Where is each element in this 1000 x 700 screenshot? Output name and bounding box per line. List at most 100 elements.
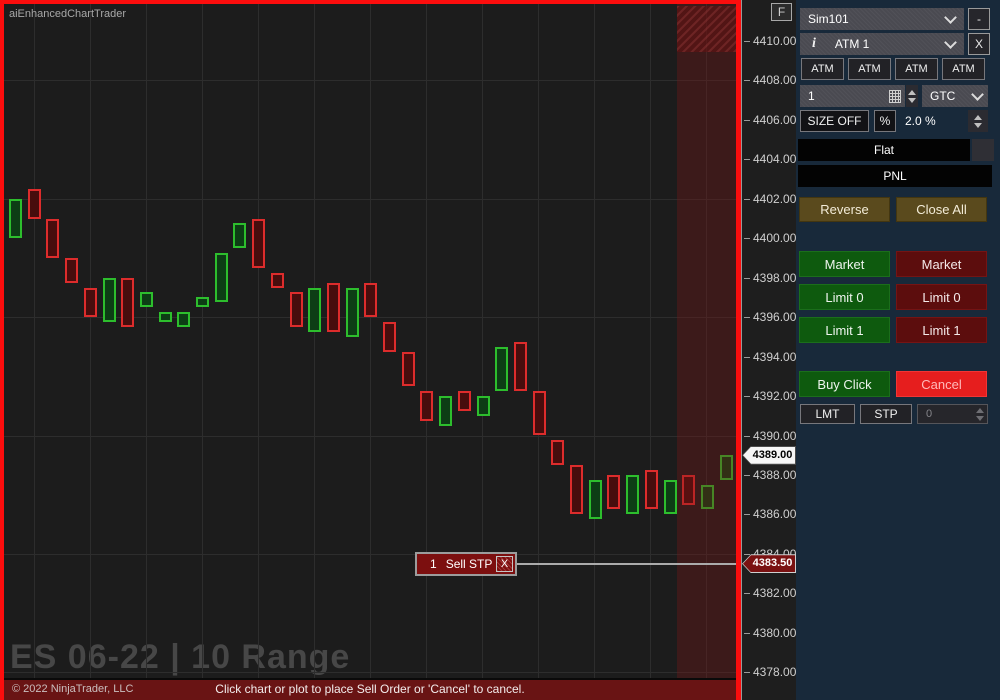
candle-body xyxy=(533,391,546,436)
lmt-button[interactable]: LMT xyxy=(800,404,855,424)
cancel-order-x-button[interactable]: X xyxy=(496,555,513,572)
order-type-label: Sell STP xyxy=(445,556,493,571)
candle-body xyxy=(383,322,396,352)
close-all-button[interactable]: Close All xyxy=(896,197,987,222)
candle-body xyxy=(589,479,602,520)
size-off-button[interactable]: SIZE OFF xyxy=(800,110,869,132)
chevron-down-icon xyxy=(944,11,957,24)
copyright-text: © 2022 NinjaTrader, LLC xyxy=(12,683,134,695)
price-tick-label: 4378.00 xyxy=(753,665,797,680)
offset-stepper-arrows xyxy=(976,407,984,421)
indicator-label: aiEnhancedChartTrader xyxy=(9,8,126,20)
buy-limit1-button[interactable]: Limit 1 xyxy=(799,317,890,343)
fixed-scale-button[interactable]: F xyxy=(771,3,792,21)
price-tick-label: 4388.00 xyxy=(753,467,797,482)
cancel-button[interactable]: Cancel xyxy=(896,371,987,397)
gridline-vertical xyxy=(34,4,35,678)
account-dropdown[interactable]: Sim101 xyxy=(800,8,964,30)
status-message: Click chart or plot to place Sell Order … xyxy=(215,682,525,696)
tif-dropdown[interactable]: GTC xyxy=(922,85,988,107)
atm-preset-button-1[interactable]: ATM xyxy=(801,58,844,80)
price-tick-label: 4404.00 xyxy=(753,152,797,167)
reverse-button[interactable]: Reverse xyxy=(799,197,890,222)
candle-body xyxy=(495,346,508,392)
account-name: Sim101 xyxy=(808,12,849,26)
gridline-vertical xyxy=(258,4,259,678)
gridline-vertical xyxy=(90,4,91,678)
sell-stop-order-line xyxy=(517,562,736,565)
price-tick-label: 4410.00 xyxy=(753,34,797,48)
candle-body xyxy=(439,396,452,426)
candle-body xyxy=(701,484,714,510)
candle-body xyxy=(308,287,321,332)
candle-body xyxy=(477,396,490,416)
candle-body xyxy=(215,253,228,303)
step-down-icon[interactable] xyxy=(908,97,916,103)
gridline-vertical xyxy=(594,4,595,678)
buy-market-button[interactable]: Market xyxy=(799,251,890,277)
candle-body xyxy=(140,292,153,308)
price-tick-mark xyxy=(744,198,750,200)
price-tick-mark xyxy=(744,277,750,279)
gridline-vertical xyxy=(370,4,371,678)
sell-limit0-button[interactable]: Limit 0 xyxy=(896,284,987,310)
instrument-watermark: ES 06-22 | 10 Range xyxy=(10,638,351,676)
sell-zone-shade xyxy=(677,4,736,678)
quantity-stepper[interactable] xyxy=(906,85,918,107)
chevron-down-icon xyxy=(971,88,984,101)
price-tick-mark xyxy=(744,632,750,634)
offset-stepper-disabled: 0 xyxy=(917,404,988,424)
atm-preset-button-3[interactable]: ATM xyxy=(895,58,938,80)
step-down-icon xyxy=(976,415,984,421)
percent-stepper[interactable] xyxy=(968,110,988,132)
atm-preset-button-2[interactable]: ATM xyxy=(848,58,891,80)
sell-market-button[interactable]: Market xyxy=(896,251,987,277)
collapse-panel-button[interactable]: - xyxy=(968,8,990,30)
quantity-value: 1 xyxy=(808,89,815,103)
price-tick-label: 4398.00 xyxy=(753,270,797,285)
info-icon: i xyxy=(812,36,816,51)
calculator-icon[interactable] xyxy=(889,89,901,103)
offset-value: 0 xyxy=(926,408,933,420)
position-status: Flat xyxy=(798,139,970,161)
price-tick-mark xyxy=(744,159,750,161)
candle-body xyxy=(9,198,22,239)
gridline-vertical xyxy=(202,4,203,678)
candle-body xyxy=(252,218,265,268)
step-up-icon xyxy=(976,407,984,413)
atm-strategy-dropdown[interactable]: i ATM 1 xyxy=(800,33,964,55)
chart-plot-area[interactable]: ES 06-22 | 10 Range aiEnhancedChartTrade… xyxy=(4,4,736,678)
step-down-icon[interactable] xyxy=(974,122,982,128)
stp-button[interactable]: STP xyxy=(860,404,912,424)
gridline-vertical xyxy=(146,4,147,678)
atm-preset-button-4[interactable]: ATM xyxy=(942,58,985,80)
quantity-field[interactable]: 1 xyxy=(800,85,905,107)
gridline-vertical xyxy=(426,4,427,678)
candle-body xyxy=(121,277,134,327)
price-tick-label: 4400.00 xyxy=(753,231,797,246)
pnl-display: PNL xyxy=(798,165,992,187)
candle-body xyxy=(233,223,246,249)
price-axis[interactable]: F 4410.00 4408.00 4406.00 4404.00 4402.00 440… xyxy=(741,0,796,700)
candle-body xyxy=(346,287,359,337)
candle-body xyxy=(682,474,695,505)
sell-stop-order-label[interactable]: 1 Sell STP X xyxy=(415,551,517,576)
percent-button[interactable]: % xyxy=(874,110,896,132)
candle-body xyxy=(720,455,733,480)
price-tick-mark xyxy=(744,474,750,476)
buy-limit0-button[interactable]: Limit 0 xyxy=(799,284,890,310)
price-tick-mark xyxy=(744,435,750,437)
buy-click-button[interactable]: Buy Click xyxy=(799,371,890,397)
candle-body xyxy=(420,391,433,421)
atm-close-button[interactable]: X xyxy=(968,33,990,55)
step-up-icon[interactable] xyxy=(974,114,982,120)
price-tick-label: 4406.00 xyxy=(753,112,797,127)
sell-limit1-button[interactable]: Limit 1 xyxy=(896,317,987,343)
sell-zone-shade-hatched xyxy=(677,6,736,52)
price-tick-label: 4382.00 xyxy=(753,586,797,601)
step-up-icon[interactable] xyxy=(908,89,916,95)
candle-body xyxy=(626,474,639,515)
candle-body xyxy=(570,465,583,515)
price-tick-mark xyxy=(744,396,750,398)
